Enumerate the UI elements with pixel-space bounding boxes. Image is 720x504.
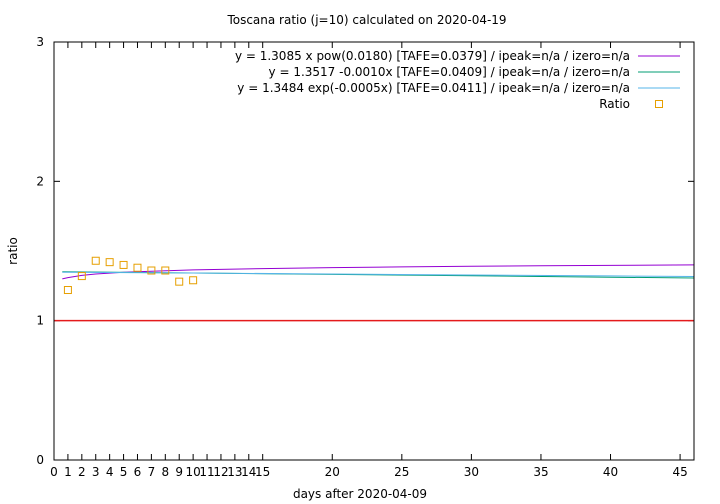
x-tick-label: 1 [64, 465, 72, 479]
x-tick-label: 6 [134, 465, 142, 479]
y-tick-label: 2 [36, 174, 44, 188]
legend: y = 1.3085 x pow(0.0180) [TAFE=0.0379] /… [235, 49, 680, 111]
y-tick-labels: 0 1 2 3 [36, 35, 44, 467]
x-tick-label: 11 [199, 465, 214, 479]
ratio-point [63, 286, 72, 295]
x-tick-label: 5 [120, 465, 128, 479]
ratio-point [119, 260, 128, 269]
y-tick-label: 1 [36, 314, 44, 328]
x-tick-label: 3 [92, 465, 100, 479]
series-layer [62, 256, 695, 295]
chart-title: Toscana ratio (j=10) calculated on 2020-… [226, 13, 506, 27]
x-tick-label: 4 [106, 465, 114, 479]
plot-frame [53, 41, 695, 461]
x-tick-label: 12 [213, 465, 228, 479]
ratio-point [133, 263, 142, 272]
x-tick-label: 15 [255, 465, 270, 479]
legend-label-1: y = 1.3085 x pow(0.0180) [TAFE=0.0379] /… [235, 49, 630, 63]
x-tick-label: 7 [148, 465, 156, 479]
x-tick-label: 14 [241, 465, 256, 479]
x-tick-label: 13 [227, 465, 242, 479]
ratio-point [189, 276, 198, 285]
y-tick-label: 0 [36, 453, 44, 467]
legend-label-4: Ratio [599, 97, 630, 111]
x-tick-label: 9 [175, 465, 183, 479]
legend-label-2: y = 1.3517 -0.0010x [TAFE=0.0409] / ipea… [269, 65, 630, 79]
x-tick-label: 45 [672, 465, 687, 479]
x-tick-label: 35 [533, 465, 548, 479]
ratio-point [105, 258, 114, 267]
ratio-point [77, 272, 86, 281]
ratio-point [175, 277, 184, 286]
x-tick-label: 10 [185, 465, 200, 479]
ratio-point [91, 256, 100, 265]
x-tick-label: 2 [78, 465, 86, 479]
axis-ticks [53, 41, 694, 461]
series-line-3 [62, 271, 695, 277]
x-tick-label: 25 [394, 465, 409, 479]
ratio-point [147, 266, 156, 275]
x-tick-label: 40 [603, 465, 618, 479]
legend-label-3: y = 1.3484 exp(-0.0005x) [TAFE=0.0411] /… [237, 81, 630, 95]
series-line-1 [62, 264, 695, 280]
x-tick-label: 30 [464, 465, 479, 479]
x-axis-label: days after 2020-04-09 [293, 487, 427, 501]
ratio-point [161, 266, 170, 275]
x-tick-label: 0 [50, 465, 58, 479]
x-tick-label: 20 [325, 465, 340, 479]
legend-swatch-4 [655, 100, 663, 108]
x-tick-label: 8 [161, 465, 169, 479]
y-axis-label: ratio [6, 237, 20, 265]
y-tick-label: 3 [36, 35, 44, 49]
